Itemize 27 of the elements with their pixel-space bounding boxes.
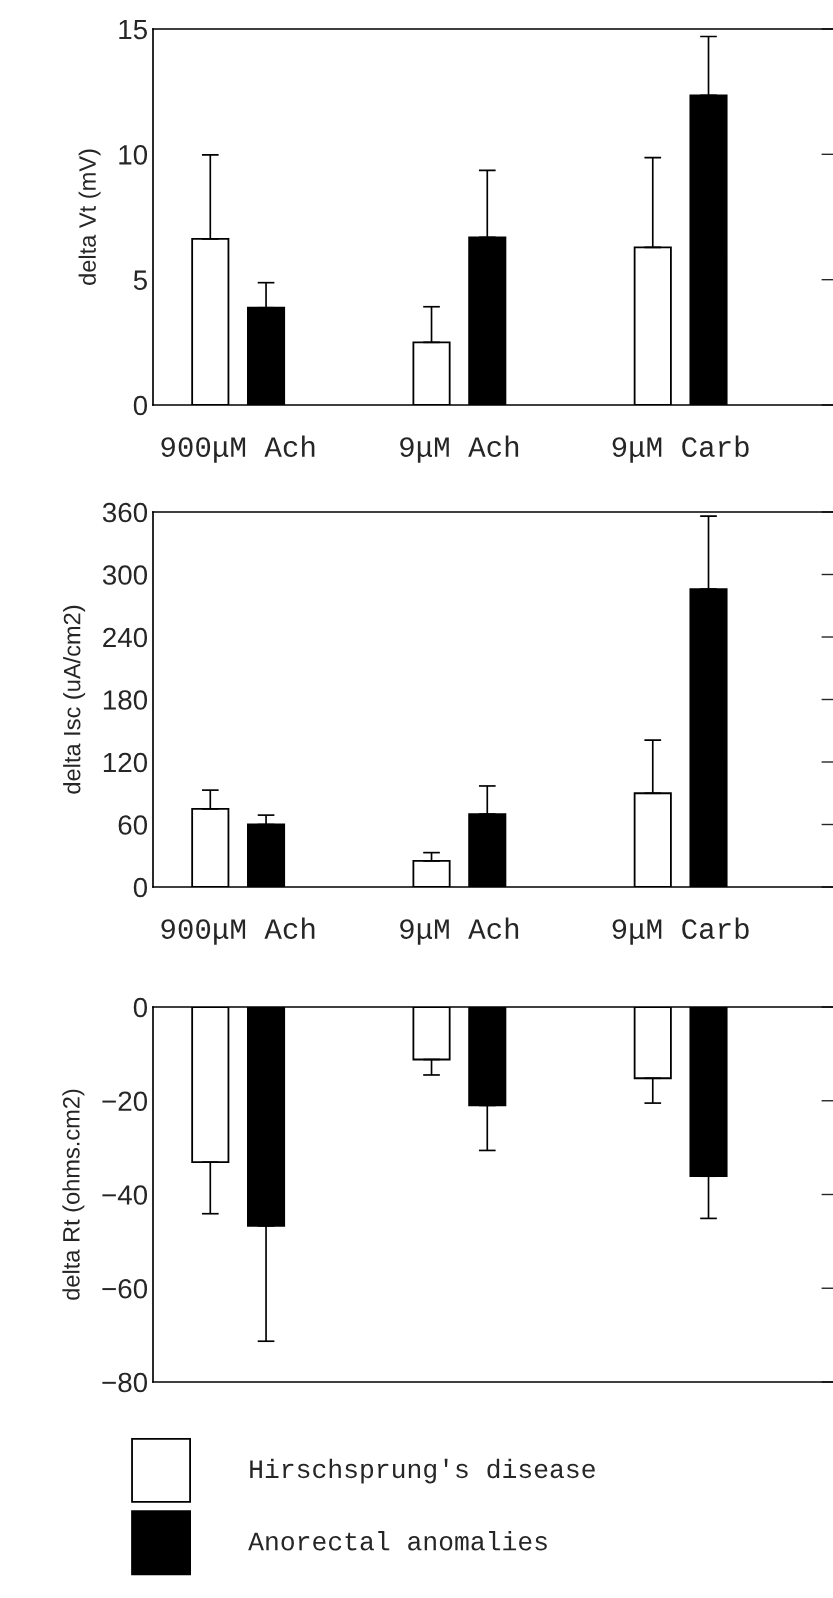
x-tick-label: 9μM Ach (400, 917, 519, 945)
x-tick-label: 9μM Carb (612, 435, 749, 463)
y-axis-title: delta Isc (uA/cm2) (63, 605, 86, 794)
y-tick-label: 180 (103, 690, 148, 710)
x-tick-label: 900μM Ach (161, 435, 315, 463)
legend-label: Anorectal anomalies (248, 1531, 547, 1551)
x-tick-label: 900μM Ach (161, 917, 315, 945)
y-tick-label: 0 (133, 877, 148, 898)
y-tick-label: −80 (102, 1372, 148, 1393)
legend-label: Hirschsprung's disease (250, 1458, 595, 1484)
y-tick-label: 10 (119, 145, 148, 165)
y-tick-label: 360 (102, 502, 148, 523)
y-tick-label: 300 (102, 565, 148, 585)
y-tick-label: 0 (133, 395, 148, 416)
y-tick-label: 240 (103, 627, 148, 648)
y-tick-label: −40 (102, 1185, 148, 1205)
y-tick-label: 5 (133, 270, 147, 291)
y-tick-label: 0 (133, 997, 148, 1018)
y-tick-label: 15 (119, 19, 147, 40)
y-tick-label: 120 (103, 752, 148, 773)
y-axis-title: delta Vt (mV) (78, 149, 101, 285)
y-axis-title: delta Rt (ohms.cm2) (62, 1089, 85, 1300)
y-tick-label: 60 (118, 815, 148, 835)
y-tick-label: −20 (102, 1091, 148, 1112)
x-tick-label: 9μM Ach (400, 435, 519, 463)
y-tick-label: −60 (102, 1278, 148, 1299)
x-tick-label: 9μM Carb (612, 917, 749, 945)
